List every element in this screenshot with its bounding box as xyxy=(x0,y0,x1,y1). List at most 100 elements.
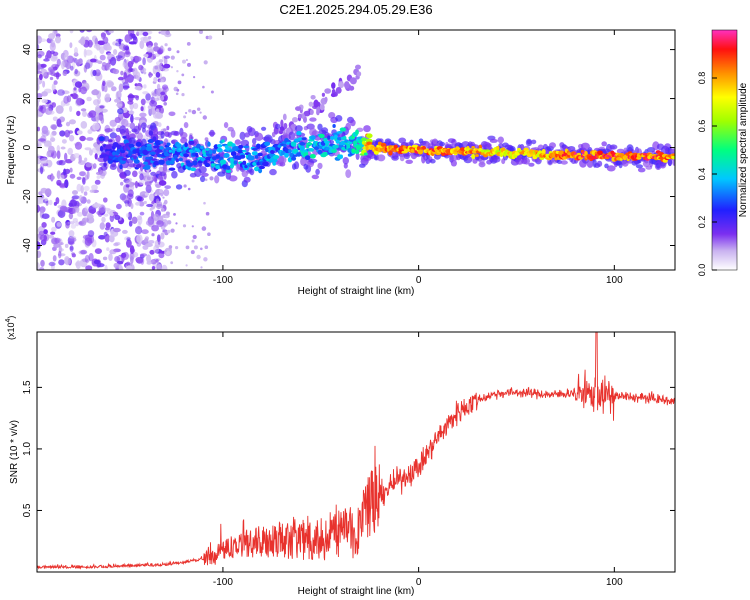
spectrogram-ridge-blob xyxy=(248,155,255,161)
spectrogram-noise-blob xyxy=(128,220,133,227)
spectrogram-ridge-blob xyxy=(282,144,287,148)
spectrogram-noise-speck xyxy=(191,109,197,115)
spectrogram-ridge-blob xyxy=(361,137,367,142)
spectrogram-ridge-blob xyxy=(322,151,329,157)
spectrogram-noise-speck xyxy=(204,178,208,182)
spectrogram-ridge-blob xyxy=(354,149,360,155)
spectrogram-noise-blob xyxy=(65,121,71,127)
spectrogram-noise-blob xyxy=(61,139,67,144)
spectrogram-noise-blob xyxy=(52,116,58,122)
spectrogram-ridge-blob xyxy=(133,159,140,164)
spectrogram-ridge-blob xyxy=(346,143,351,147)
spectrogram-halo-blob xyxy=(523,157,530,165)
spectrogram-noise-blob xyxy=(132,35,137,41)
spectrogram-halo-blob xyxy=(405,159,414,164)
spectrogram-ridge-blob xyxy=(242,160,247,165)
spectrogram-streak-blob xyxy=(310,95,316,100)
spectrogram-noise-blob xyxy=(130,56,134,60)
spectrogram-noise-speck xyxy=(181,73,185,77)
spectrogram-noise-blob xyxy=(157,122,162,128)
spectrogram-ridge-blob xyxy=(204,148,210,151)
spectrogram-panel: -100 0 100 -40 -20 0 20 40 Height of straight … xyxy=(6,29,676,297)
spectrogram-ridge-blob xyxy=(237,149,244,154)
spectrogram-noise-blob xyxy=(38,38,47,42)
spectrogram-noise-blob xyxy=(138,64,144,71)
spectrogram-halo-blob xyxy=(214,175,220,184)
spectrogram-noise-blob xyxy=(80,185,84,194)
spectrogram-noise-speck xyxy=(193,76,196,79)
spectrogram-noise-blob xyxy=(76,97,84,106)
spectrogram-noise-blob xyxy=(100,32,106,38)
spectrogram-noise-blob xyxy=(122,229,128,234)
spectrogram-noise-speck xyxy=(205,211,210,216)
spectrogram-noise-blob xyxy=(145,93,151,101)
spectrogram-noise-blob xyxy=(138,179,145,186)
spectrogram-ridge-blob xyxy=(108,139,113,143)
spectrogram-noise-speck xyxy=(203,257,208,262)
spectrogram-ridge-blob xyxy=(219,159,227,165)
spectrogram-streak-blob xyxy=(308,101,314,107)
spectrogram-noise-blob xyxy=(125,213,130,218)
spectrogram-noise-blob xyxy=(47,110,55,115)
spectrogram-ridge-blob xyxy=(151,158,157,161)
snr-x-tick-label: 100 xyxy=(606,577,623,588)
spectrogram-halo-blob xyxy=(596,160,603,167)
spectrogram-ridge-blob xyxy=(168,167,176,171)
spectrogram-noise-blob xyxy=(115,103,123,107)
colorbar-gradient xyxy=(711,29,738,271)
spectrogram-ridge-blob xyxy=(216,147,223,153)
spectrogram-halo-blob xyxy=(295,125,303,132)
spectrogram-noise-blob xyxy=(148,240,155,244)
spectrogram-ridge-blob xyxy=(376,144,380,148)
spectrogram-ridge-blob xyxy=(496,145,500,152)
spectrogram-noise-speck xyxy=(160,205,163,209)
spectrogram-ridge-blob xyxy=(597,150,603,156)
figure-title: C2E1.2025.294.05.29.E36 xyxy=(279,2,432,17)
spectrogram-noise-blob xyxy=(104,30,109,33)
spectrogram-noise-blob xyxy=(55,36,61,44)
spectrogram-ridge-blob xyxy=(254,155,259,159)
spectrogram-noise-blob xyxy=(71,195,80,200)
spectrogram-ridge-blob xyxy=(225,169,232,173)
spectrogram-noise-blob xyxy=(111,86,117,92)
spectrogram-noise-blob xyxy=(151,266,156,270)
spectrogram-noise-blob xyxy=(128,110,135,115)
spectrogram-noise-blob xyxy=(99,169,107,177)
spectrogram-noise-blob xyxy=(125,202,129,207)
spectrogram-noise-blob xyxy=(105,227,110,231)
spectrogram-noise-blob xyxy=(58,160,66,166)
spectrogram-noise-blob xyxy=(125,128,129,134)
spectrogram-noise-blob xyxy=(163,57,168,65)
spectrogram-halo-blob xyxy=(109,164,117,170)
spectrogram-streak-blob xyxy=(348,85,355,91)
spectrogram-y-tick-label: 0 xyxy=(22,144,33,150)
spectrogram-ridge-blob xyxy=(258,165,265,170)
spectrogram-noise-speck xyxy=(144,54,149,58)
spectrogram-ridge-blob xyxy=(306,142,313,146)
spectrogram-ridge-blob xyxy=(166,142,171,146)
spectrogram-noise-blob xyxy=(84,174,89,181)
spectrogram-y-tick-label: 40 xyxy=(22,44,33,56)
spectrogram-noise-blob xyxy=(127,60,134,68)
spectrogram-noise-blob xyxy=(162,67,169,72)
spectrogram-noise-blob xyxy=(70,93,74,97)
spectrogram-noise-blob xyxy=(101,82,105,92)
spectrogram-ridge-blob xyxy=(176,143,182,148)
spectrogram-halo-blob xyxy=(100,165,108,171)
spectrogram-noise-speck xyxy=(201,226,207,231)
spectrogram-streak-blob xyxy=(324,88,332,94)
spectrogram-ridge-blob xyxy=(308,148,315,152)
spectrogram-noise-blob xyxy=(81,217,87,225)
spectrogram-halo-blob xyxy=(198,166,207,174)
spectrogram-noise-blob xyxy=(46,143,52,147)
spectrogram-noise-blob xyxy=(133,102,139,110)
spectrogram-halo-blob xyxy=(124,169,131,177)
spectrogram-noise-blob xyxy=(50,50,55,54)
spectrogram-noise-blob xyxy=(50,231,56,235)
spectrogram-ridge-blob xyxy=(215,154,220,159)
spectrogram-noise-speck xyxy=(163,220,165,223)
spectrogram-noise-blob xyxy=(125,123,133,128)
spectrogram-noise-blob xyxy=(38,138,46,142)
spectrogram-noise-blob xyxy=(89,149,93,156)
spectrogram-ridge-blob xyxy=(99,145,104,152)
